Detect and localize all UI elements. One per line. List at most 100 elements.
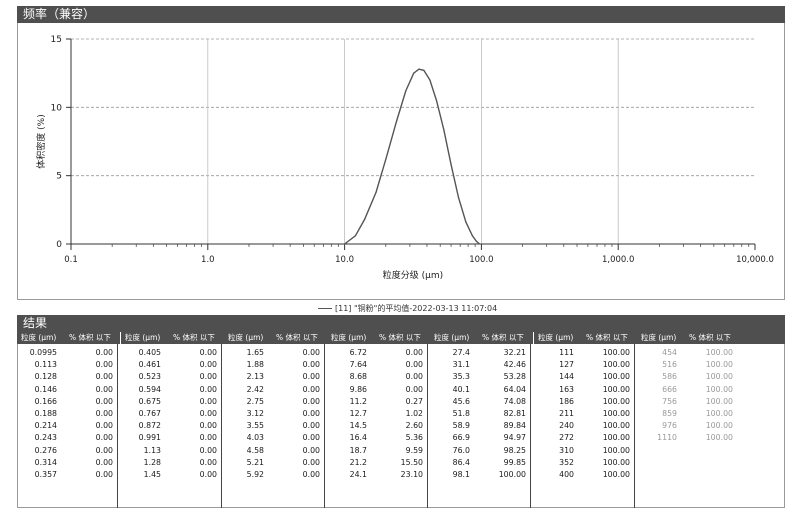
percent-value: 100.00 [705, 348, 733, 357]
table-row: 76.0 98.25 [430, 445, 530, 457]
table-row: 352 100.00 [534, 457, 634, 469]
series-point [354, 235, 356, 237]
table-row: 4.58 0.00 [224, 445, 324, 457]
percent-value: 0.00 [95, 396, 113, 406]
table-row: 0.214 0.00 [17, 420, 117, 432]
table-row: 0.675 0.00 [121, 396, 221, 408]
table-row: 0.128 0.00 [17, 371, 117, 383]
percent-value: 0.00 [95, 348, 113, 357]
table-row: 0.991 0.00 [121, 432, 221, 444]
size-value: 144 [559, 372, 574, 382]
percent-value: 0.00 [302, 421, 320, 431]
percent-value: 100.00 [602, 409, 630, 418]
size-value: 1.45 [143, 470, 161, 479]
size-value: 14.5 [349, 421, 367, 431]
size-value: 1.13 [143, 445, 161, 455]
series-line [344, 68, 481, 245]
table-row: 666 100.00 [637, 384, 737, 396]
chart-legend: [11] "铜粉"的平均值-2022-03-13 11:07:04 [318, 303, 618, 314]
percent-value: 0.00 [199, 409, 217, 418]
size-value: 2.75 [246, 396, 264, 406]
size-column-label: 粒度 (μm) [434, 333, 470, 342]
size-value: 11.2 [349, 396, 367, 406]
size-value: 0.357 [34, 470, 57, 479]
table-row: 0.523 0.00 [121, 371, 221, 383]
percent-value: 0.00 [302, 348, 320, 357]
percent-value: 99.85 [503, 457, 526, 467]
series-point [418, 68, 420, 70]
size-value: 272 [559, 433, 574, 443]
table-row: 11.2 0.27 [327, 396, 427, 408]
size-value: 586 [662, 372, 677, 382]
percent-value: 100.00 [705, 360, 733, 370]
percent-value: 0.00 [405, 348, 423, 357]
table-row: 35.3 53.28 [430, 371, 530, 383]
results-panel-title: 结果 [23, 316, 48, 330]
percent-value: 0.00 [95, 445, 113, 455]
table-row: 45.6 74.08 [430, 396, 530, 408]
table-row: 3.12 0.00 [224, 408, 324, 420]
size-value: 5.92 [246, 470, 264, 479]
table-row: 400 100.00 [534, 469, 634, 481]
size-value: 1.88 [246, 360, 264, 370]
percent-value: 100.00 [602, 445, 630, 455]
size-value: 0.146 [34, 384, 57, 394]
results-column: 1.65 0.00 1.88 0.00 2.13 0.00 2.42 0.00 2.75 0.00… [224, 344, 325, 508]
size-value: 66.9 [452, 433, 470, 443]
x-tick-label: 1,000.0 [602, 255, 634, 265]
size-value: 18.7 [349, 445, 367, 455]
percent-value: 0.00 [199, 421, 217, 431]
size-value: 9.86 [349, 384, 367, 394]
percent-column-label: % 体积 以下 [379, 333, 421, 342]
percent-value: 0.00 [199, 360, 217, 370]
series-point [435, 99, 438, 102]
table-row: 1.13 0.00 [121, 445, 221, 457]
percent-value: 0.00 [95, 372, 113, 382]
table-row: 7.64 0.00 [327, 359, 427, 371]
table-row: 2.42 0.00 [224, 384, 324, 396]
size-value: 98.1 [452, 470, 470, 479]
size-value: 24.1 [349, 470, 367, 479]
percent-value: 100.00 [705, 433, 733, 443]
results-panel-header: 结果 [17, 315, 785, 332]
size-value: 0.128 [34, 372, 57, 382]
table-row: 0.113 0.00 [17, 359, 117, 371]
size-value: 516 [662, 360, 677, 370]
percent-value: 42.46 [503, 360, 526, 370]
size-value: 0.872 [138, 421, 161, 431]
results-column-header: 粒度 (μm) % 体积 以下 [121, 332, 224, 344]
percent-value: 100.00 [498, 470, 526, 479]
percent-value: 64.04 [503, 384, 526, 394]
table-row: 1.65 0.00 [224, 347, 324, 359]
series-point [413, 72, 415, 74]
percent-value: 100.00 [602, 360, 630, 370]
size-column-label: 粒度 (μm) [331, 333, 367, 342]
size-value: 0.243 [34, 433, 57, 443]
size-column-label: 粒度 (μm) [228, 333, 264, 342]
percent-value: 100.00 [602, 470, 630, 479]
size-value: 666 [662, 384, 677, 394]
percent-value: 0.00 [405, 372, 423, 382]
size-value: 2.42 [246, 384, 264, 394]
percent-value: 94.97 [503, 433, 526, 443]
percent-value: 9.59 [405, 445, 423, 455]
legend-line-swatch [318, 308, 332, 309]
table-row: 0.188 0.00 [17, 408, 117, 420]
table-row: 127 100.00 [534, 359, 634, 371]
size-value: 40.1 [452, 384, 470, 394]
size-value: 3.12 [246, 409, 264, 418]
percent-value: 100.00 [602, 457, 630, 467]
size-value: 163 [559, 384, 574, 394]
size-column-label: 粒度 (μm) [641, 333, 677, 342]
percent-value: 0.00 [302, 396, 320, 406]
table-row: 454 100.00 [637, 347, 737, 359]
size-value: 51.8 [452, 409, 470, 418]
size-value: 127 [559, 360, 574, 370]
size-value: 0.461 [138, 360, 161, 370]
percent-value: 100.00 [705, 421, 733, 431]
frequency-panel-header: 频率（兼容） [17, 6, 785, 23]
y-tick-label: 15 [51, 35, 62, 45]
size-column-label: 粒度 (μm) [125, 333, 161, 342]
x-axis-label: 粒度分级 (μm) [383, 269, 443, 281]
table-row: 6.72 0.00 [327, 347, 427, 359]
